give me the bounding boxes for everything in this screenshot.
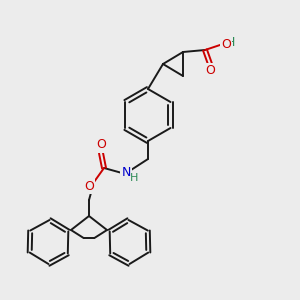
Text: O: O: [96, 139, 106, 152]
Text: O: O: [205, 64, 215, 77]
Text: H: H: [130, 173, 138, 183]
Text: H: H: [225, 35, 235, 49]
Text: O: O: [221, 38, 231, 50]
Text: O: O: [84, 179, 94, 193]
Text: N: N: [121, 167, 131, 179]
